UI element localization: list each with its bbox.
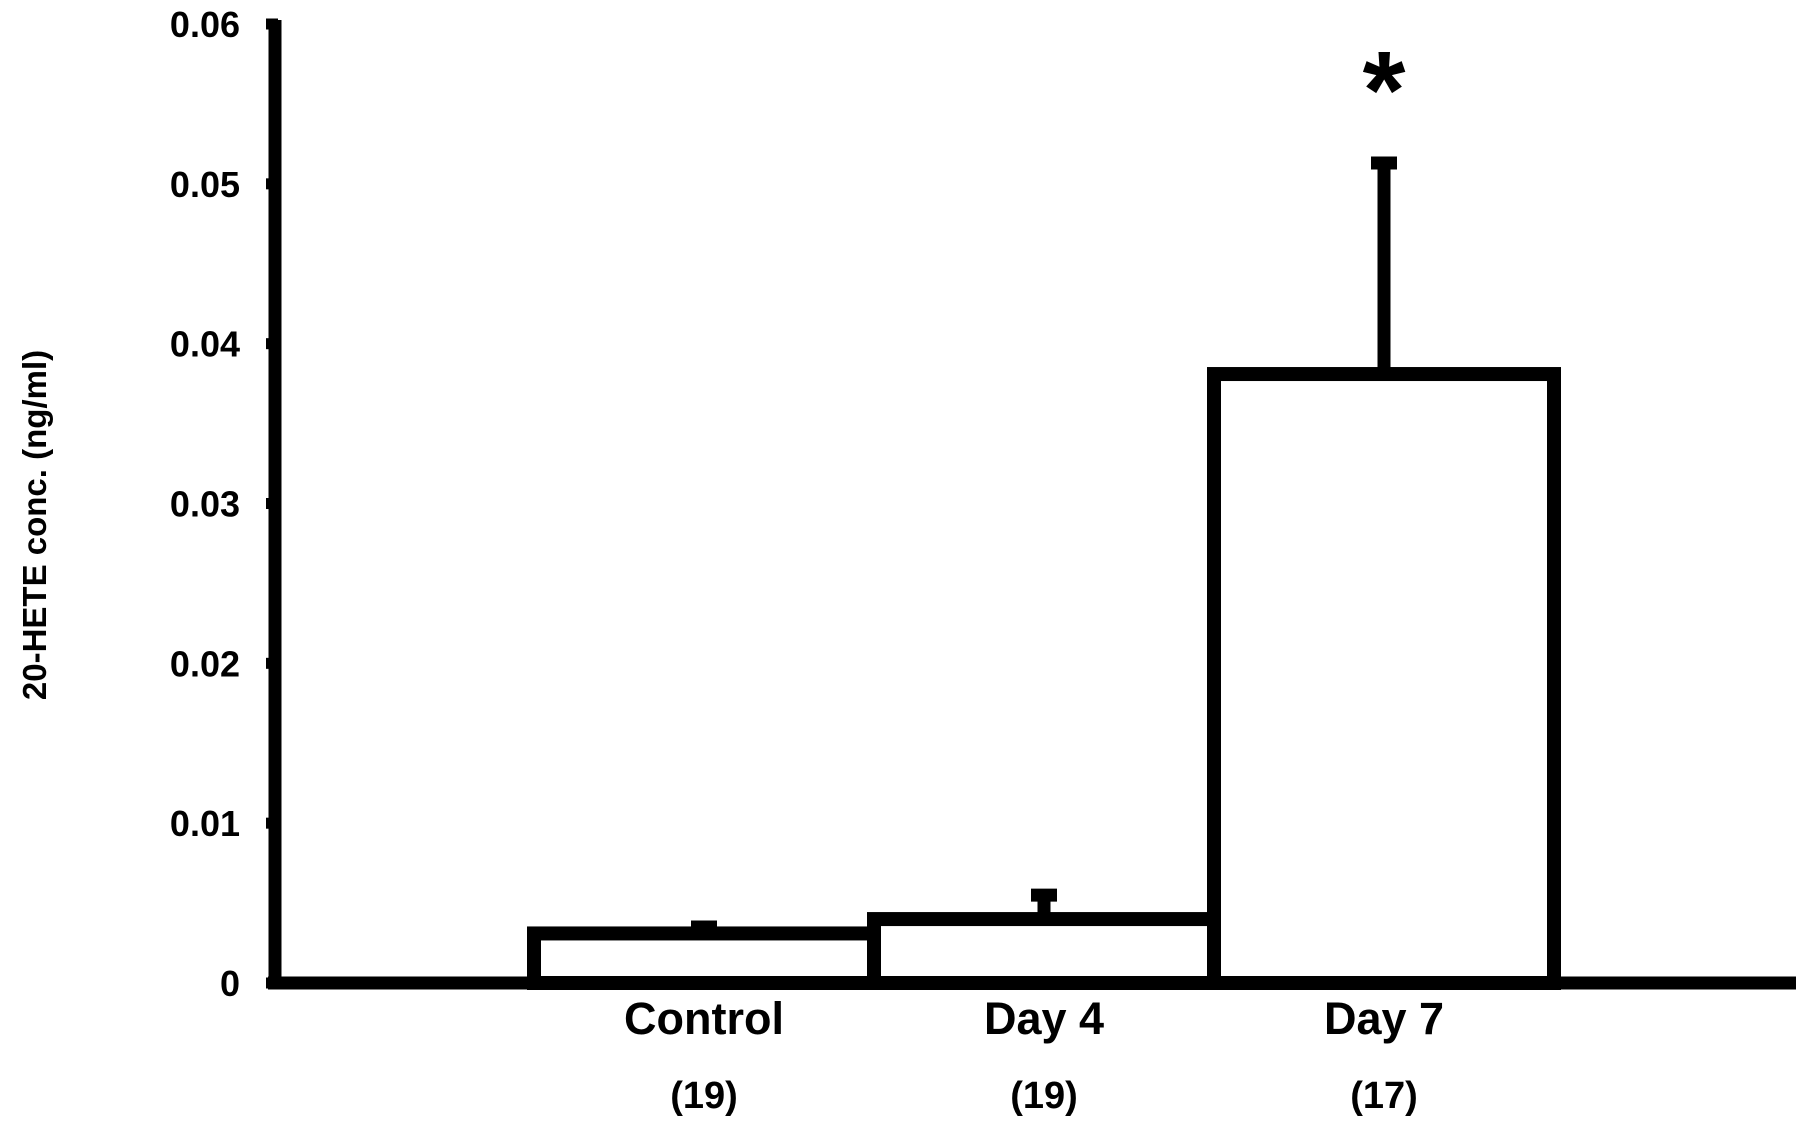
bar-day-4 bbox=[867, 912, 1221, 990]
sample-size-label: (19) bbox=[670, 1075, 738, 1117]
significance-annotations: * bbox=[1363, 29, 1406, 152]
y-tick-label: 0.02 bbox=[170, 643, 240, 684]
error-bars bbox=[691, 156, 1397, 934]
y-tick-label: 0 bbox=[220, 963, 240, 1004]
y-axis-title: 20-HETE conc. (ng/ml) bbox=[16, 350, 53, 700]
category-label: Day 7 bbox=[1324, 993, 1444, 1044]
y-tick-label: 0.01 bbox=[170, 803, 240, 844]
category-label: Control bbox=[624, 993, 784, 1044]
y-tick-label: 0.05 bbox=[170, 164, 240, 205]
y-tick-labels: 0 0.01 0.02 0.03 0.04 0.05 0.06 bbox=[170, 4, 240, 1004]
sample-size-label: (17) bbox=[1350, 1075, 1418, 1117]
y-ticks bbox=[266, 18, 278, 989]
y-tick-label: 0.06 bbox=[170, 4, 240, 45]
bar-day-7 bbox=[1207, 367, 1561, 991]
category-labels: Control Day 4 Day 7 bbox=[624, 993, 1444, 1044]
sample-size-label: (19) bbox=[1010, 1075, 1078, 1117]
bar-control bbox=[527, 926, 881, 990]
y-tick-label: 0.03 bbox=[170, 484, 240, 525]
significance-asterisk: * bbox=[1363, 29, 1406, 152]
sample-size-labels: (19) (19) (17) bbox=[670, 1075, 1418, 1117]
category-label: Day 4 bbox=[984, 993, 1104, 1044]
y-tick-label: 0.04 bbox=[170, 324, 240, 365]
